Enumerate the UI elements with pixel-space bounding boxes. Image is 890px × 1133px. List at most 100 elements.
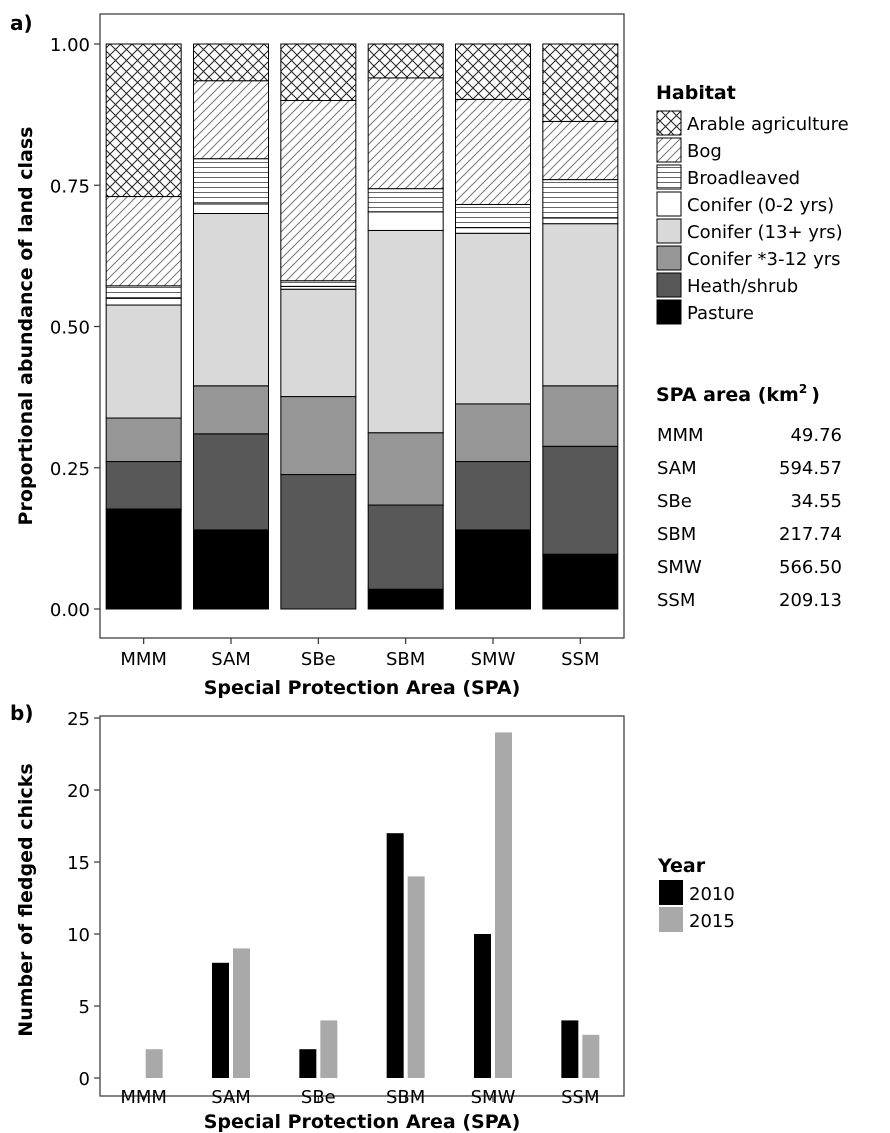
bar-segment-arable-agriculture	[193, 43, 269, 82]
x-tick-label: SBM	[386, 1087, 425, 1108]
bar-2015	[582, 1034, 600, 1078]
bar-2010	[386, 833, 404, 1078]
panel-b-label: b)	[10, 701, 33, 725]
spa-area-value: 49.76	[790, 425, 842, 446]
panel-b-x-label: Special Protection Area (SPA)	[204, 1111, 521, 1133]
spa-area-value: 217.74	[779, 524, 842, 545]
spa-area-row: SMW 566.50	[657, 557, 842, 578]
spa-area-row: SAM 594.57	[657, 458, 842, 479]
y-tick-label: 15	[67, 853, 90, 874]
legend-swatch	[659, 880, 683, 905]
x-tick-label: SAM	[211, 649, 251, 670]
panel-a-label: a)	[10, 11, 33, 35]
legend-item-pasture: Pasture	[656, 299, 754, 325]
bar-segment-heath-shrub	[280, 474, 357, 610]
legend-label: Conifer *3-12 yrs	[687, 249, 841, 270]
legend-swatch	[656, 110, 682, 136]
legend-label: Pasture	[687, 303, 754, 324]
bar-segment-conifer-3-12-yrs	[193, 385, 269, 435]
panel-a-x-label: Special Protection Area (SPA)	[204, 677, 521, 699]
bar-2010	[299, 1049, 317, 1078]
panel-b-y-axis: 0 5 10 15 20 25	[67, 709, 100, 1090]
bar-segment-conifer-3-12-yrs	[542, 385, 619, 447]
legend-label: 2010	[689, 884, 735, 905]
bar-2015	[320, 1020, 338, 1078]
spa-area-table: MMM 49.76 SAM 594.57 SBe 34.55 SBM 217.74 SMW 566…	[657, 425, 842, 611]
year-legend: 2010 2015	[659, 880, 735, 932]
legend-swatch	[656, 299, 682, 325]
legend-item-conifer-0-2-yrs: Conifer (0-2 yrs)	[656, 191, 834, 217]
x-tick-label: SBe	[301, 649, 336, 670]
bar-segment-pasture	[542, 553, 619, 610]
panel-b-bars	[145, 732, 600, 1078]
spa-area-name: SAM	[657, 458, 697, 479]
bar-segment-heath-shrub	[542, 445, 619, 555]
bar-segment-bog	[455, 98, 531, 205]
legend-item-heath-shrub: Heath/shrub	[656, 272, 798, 298]
bar-stack-ssm	[542, 43, 619, 610]
legend-label: Heath/shrub	[687, 276, 798, 297]
y-tick-label: 0.25	[50, 459, 90, 480]
bar-segment-conifer-0-2-yrs	[367, 211, 444, 231]
bar-segment-conifer-3-12-yrs	[455, 403, 531, 463]
legend-item-bog: Bog	[656, 137, 722, 163]
y-tick-label: 0.50	[50, 318, 90, 339]
spa-area-title: SPA area (km2)	[656, 382, 820, 406]
spa-area-value: 594.57	[779, 458, 842, 479]
bar-segment-broadleaved	[367, 188, 444, 213]
legend-swatch	[656, 272, 682, 298]
bar-group-ssm	[561, 1020, 600, 1078]
bar-segment-conifer-13-yrs	[542, 223, 619, 387]
legend-label: Arable agriculture	[687, 114, 849, 135]
panel-b-x-axis: MMM SAM SBe SBM SMW SSM	[120, 1087, 599, 1108]
y-tick-label: 10	[67, 925, 90, 946]
legend-item-broadleaved: Broadleaved	[656, 164, 800, 190]
x-tick-label: SSM	[561, 1087, 599, 1108]
bar-segment-heath-shrub	[105, 461, 182, 510]
bar-segment-broadleaved	[105, 285, 182, 299]
bar-segment-bog	[367, 77, 444, 190]
legend-swatch	[656, 218, 682, 244]
y-tick-label: 20	[67, 781, 90, 802]
bar-segment-pasture	[367, 588, 444, 610]
panel-a-plot-area	[99, 13, 625, 639]
bar-segment-conifer-0-2-yrs	[105, 297, 182, 306]
bar-segment-heath-shrub	[367, 504, 444, 590]
bar-segment-conifer-0-2-yrs	[193, 203, 269, 215]
bar-2015	[145, 1049, 163, 1078]
habitat-legend-title: Habitat	[656, 82, 736, 104]
legend-item-arable-agriculture: Arable agriculture	[656, 110, 849, 136]
bar-group-smw	[474, 732, 512, 1078]
x-tick-label: SSM	[561, 649, 599, 670]
bar-stack-mmm	[105, 43, 182, 610]
spa-area-value: 34.55	[790, 491, 842, 512]
panel-a-bars	[105, 43, 619, 610]
legend-swatch	[656, 245, 682, 271]
year-legend-title: Year	[657, 855, 706, 877]
bar-segment-conifer-13-yrs	[280, 288, 357, 398]
x-tick-label: SMW	[471, 1087, 516, 1108]
bar-2015	[233, 948, 250, 1078]
bar-2010	[212, 962, 229, 1078]
bar-segment-broadleaved	[280, 280, 357, 287]
spa-area-name: SBM	[657, 524, 696, 545]
panel-a-y-axis: 0.00 0.25 0.50 0.75 1.00	[50, 35, 100, 621]
bar-segment-pasture	[455, 529, 531, 610]
bar-segment-bog	[193, 80, 269, 160]
legend-item-conifer-3-12-yrs: Conifer *3-12 yrs	[656, 245, 841, 271]
bar-segment-conifer-13-yrs	[455, 232, 531, 405]
panel-b: b) 0 5 10 15 20 25 MMM SAM SBe SBM SMW SSM Special…	[10, 701, 735, 1133]
spa-area-row: SBM 217.74	[657, 524, 842, 545]
legend-swatch	[656, 137, 682, 163]
panel-b-plot-area	[99, 715, 625, 1097]
spa-area-value: 566.50	[779, 557, 842, 578]
bar-2015	[407, 876, 425, 1078]
x-tick-label: SBM	[386, 649, 425, 670]
panel-b-y-label: Number of fledged chicks	[15, 763, 37, 1036]
spa-area-name: SMW	[657, 557, 702, 578]
habitat-legend: Arable agriculture Bog Broadleaved Conifer …	[656, 110, 849, 325]
bar-segment-conifer-13-yrs	[105, 304, 182, 419]
spa-area-name: SBe	[657, 491, 692, 512]
panel-a-x-axis: MMM SAM SBe SBM SMW SSM	[120, 638, 600, 670]
